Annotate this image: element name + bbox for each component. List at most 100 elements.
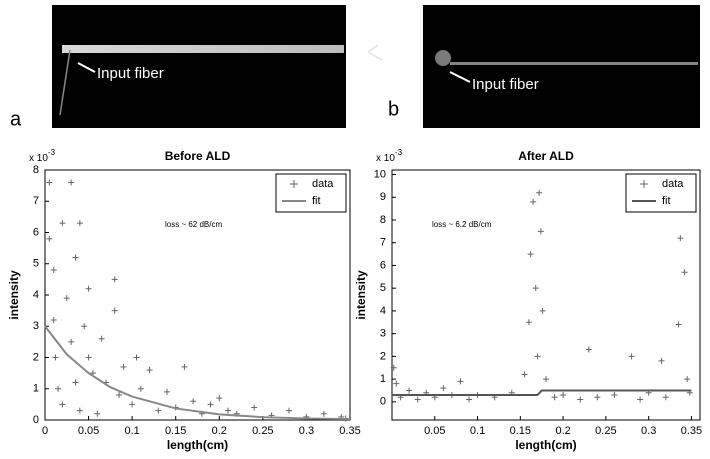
data-point	[532, 285, 539, 292]
photo-annotation: Input fiber	[97, 65, 164, 82]
data-point	[111, 276, 118, 283]
y-tick-label: 2	[33, 351, 39, 363]
data-point	[406, 387, 413, 394]
y-tick-label: 8	[33, 164, 39, 176]
legend-swatch	[640, 180, 648, 188]
data-point	[677, 235, 684, 242]
y-multiplier-exponent: -3	[48, 148, 56, 157]
y-tick-label: 10	[374, 168, 386, 180]
data-point	[52, 354, 59, 361]
x-tick-label: 0.15	[165, 425, 186, 437]
data-point	[527, 251, 534, 258]
data-point	[59, 401, 66, 408]
y-tick-label: 5	[380, 282, 386, 294]
data-point	[286, 407, 292, 414]
y-tick-label: 0	[380, 396, 386, 408]
data-point	[457, 378, 464, 385]
data-point	[628, 353, 635, 360]
data-point	[681, 269, 688, 276]
data-point	[251, 404, 258, 411]
data-point	[675, 321, 682, 328]
data-point	[658, 357, 665, 364]
data-point	[521, 371, 528, 378]
photo-b	[423, 5, 700, 128]
y-tick-label: 3	[33, 320, 39, 332]
data-point	[536, 189, 543, 196]
data-point	[577, 396, 584, 403]
light-streak	[62, 45, 344, 53]
data-point	[466, 396, 472, 403]
fiber	[59, 49, 71, 116]
data-point	[190, 398, 197, 405]
fiber-spot	[435, 50, 451, 66]
x-tick-label: 0.2	[212, 425, 227, 437]
data-point	[216, 395, 223, 402]
data-point	[155, 407, 162, 414]
data-point	[63, 295, 70, 302]
panel-label: b	[388, 98, 399, 120]
x-tick-label: 0.35	[681, 425, 702, 437]
data-point	[98, 335, 105, 342]
legend-swatch	[290, 180, 298, 188]
x-axis-label: length(cm)	[167, 438, 228, 452]
x-tick-label: 0.15	[510, 425, 531, 437]
data-point	[85, 285, 92, 292]
legend-label: data	[312, 178, 334, 190]
y-tick-label: 1	[380, 373, 386, 385]
data-point	[46, 235, 53, 242]
data-point	[137, 385, 144, 392]
data-point	[116, 392, 123, 398]
data-point	[68, 179, 75, 186]
y-multiplier: x 10-3	[29, 148, 56, 164]
light-streak	[450, 62, 698, 65]
data-point	[537, 228, 544, 235]
y-tick-label: 0	[33, 414, 39, 426]
annotation: loss ~ 6.2 dB/cm	[432, 220, 492, 229]
x-tick-label: 0.1	[124, 425, 139, 437]
x-tick-label: 0.2	[555, 425, 570, 437]
data-point	[225, 407, 231, 414]
y-tick-label: 4	[380, 305, 386, 317]
y-tick-label: 4	[33, 289, 39, 301]
data-point	[684, 376, 691, 383]
y-tick-label: 6	[380, 259, 386, 271]
data-point	[55, 385, 62, 392]
y-tick-label: 7	[380, 237, 386, 249]
data-point	[662, 394, 669, 401]
fit-line	[44, 325, 351, 421]
data-point	[530, 198, 537, 205]
data-point	[594, 394, 601, 401]
x-tick-label: 0.3	[641, 425, 656, 437]
x-axis-label: length(cm)	[515, 438, 576, 452]
data-point	[320, 410, 327, 417]
y-tick-label: 7	[33, 195, 39, 207]
y-multiplier-base: x 10	[376, 153, 395, 164]
data-point	[111, 307, 118, 314]
x-tick-label: 0.05	[424, 425, 445, 437]
y-tick-label: 3	[380, 328, 386, 340]
legend-box	[625, 173, 697, 213]
y-multiplier-exponent: -3	[395, 148, 403, 157]
chart-title: After ALD	[518, 149, 574, 163]
data-point	[164, 388, 170, 395]
legend-box	[275, 173, 347, 213]
data-point	[133, 354, 140, 361]
arrow	[77, 62, 96, 73]
x-tick-label: 0.35	[339, 425, 360, 437]
x-tick-label: 0	[42, 425, 48, 437]
x-tick-label: 0.1	[470, 425, 485, 437]
y-tick-label: 8	[380, 214, 386, 226]
panel-label: a	[10, 108, 22, 130]
data-point	[534, 353, 541, 360]
data-point	[72, 379, 79, 386]
data-point	[46, 179, 53, 186]
y-tick-label: 5	[33, 258, 39, 270]
fit-line	[392, 389, 692, 396]
data-point	[85, 354, 92, 361]
data-point	[76, 407, 83, 414]
data-point	[525, 319, 532, 326]
data-point	[129, 401, 136, 408]
y-tick-label: 1	[33, 383, 39, 395]
data-point	[50, 267, 57, 273]
